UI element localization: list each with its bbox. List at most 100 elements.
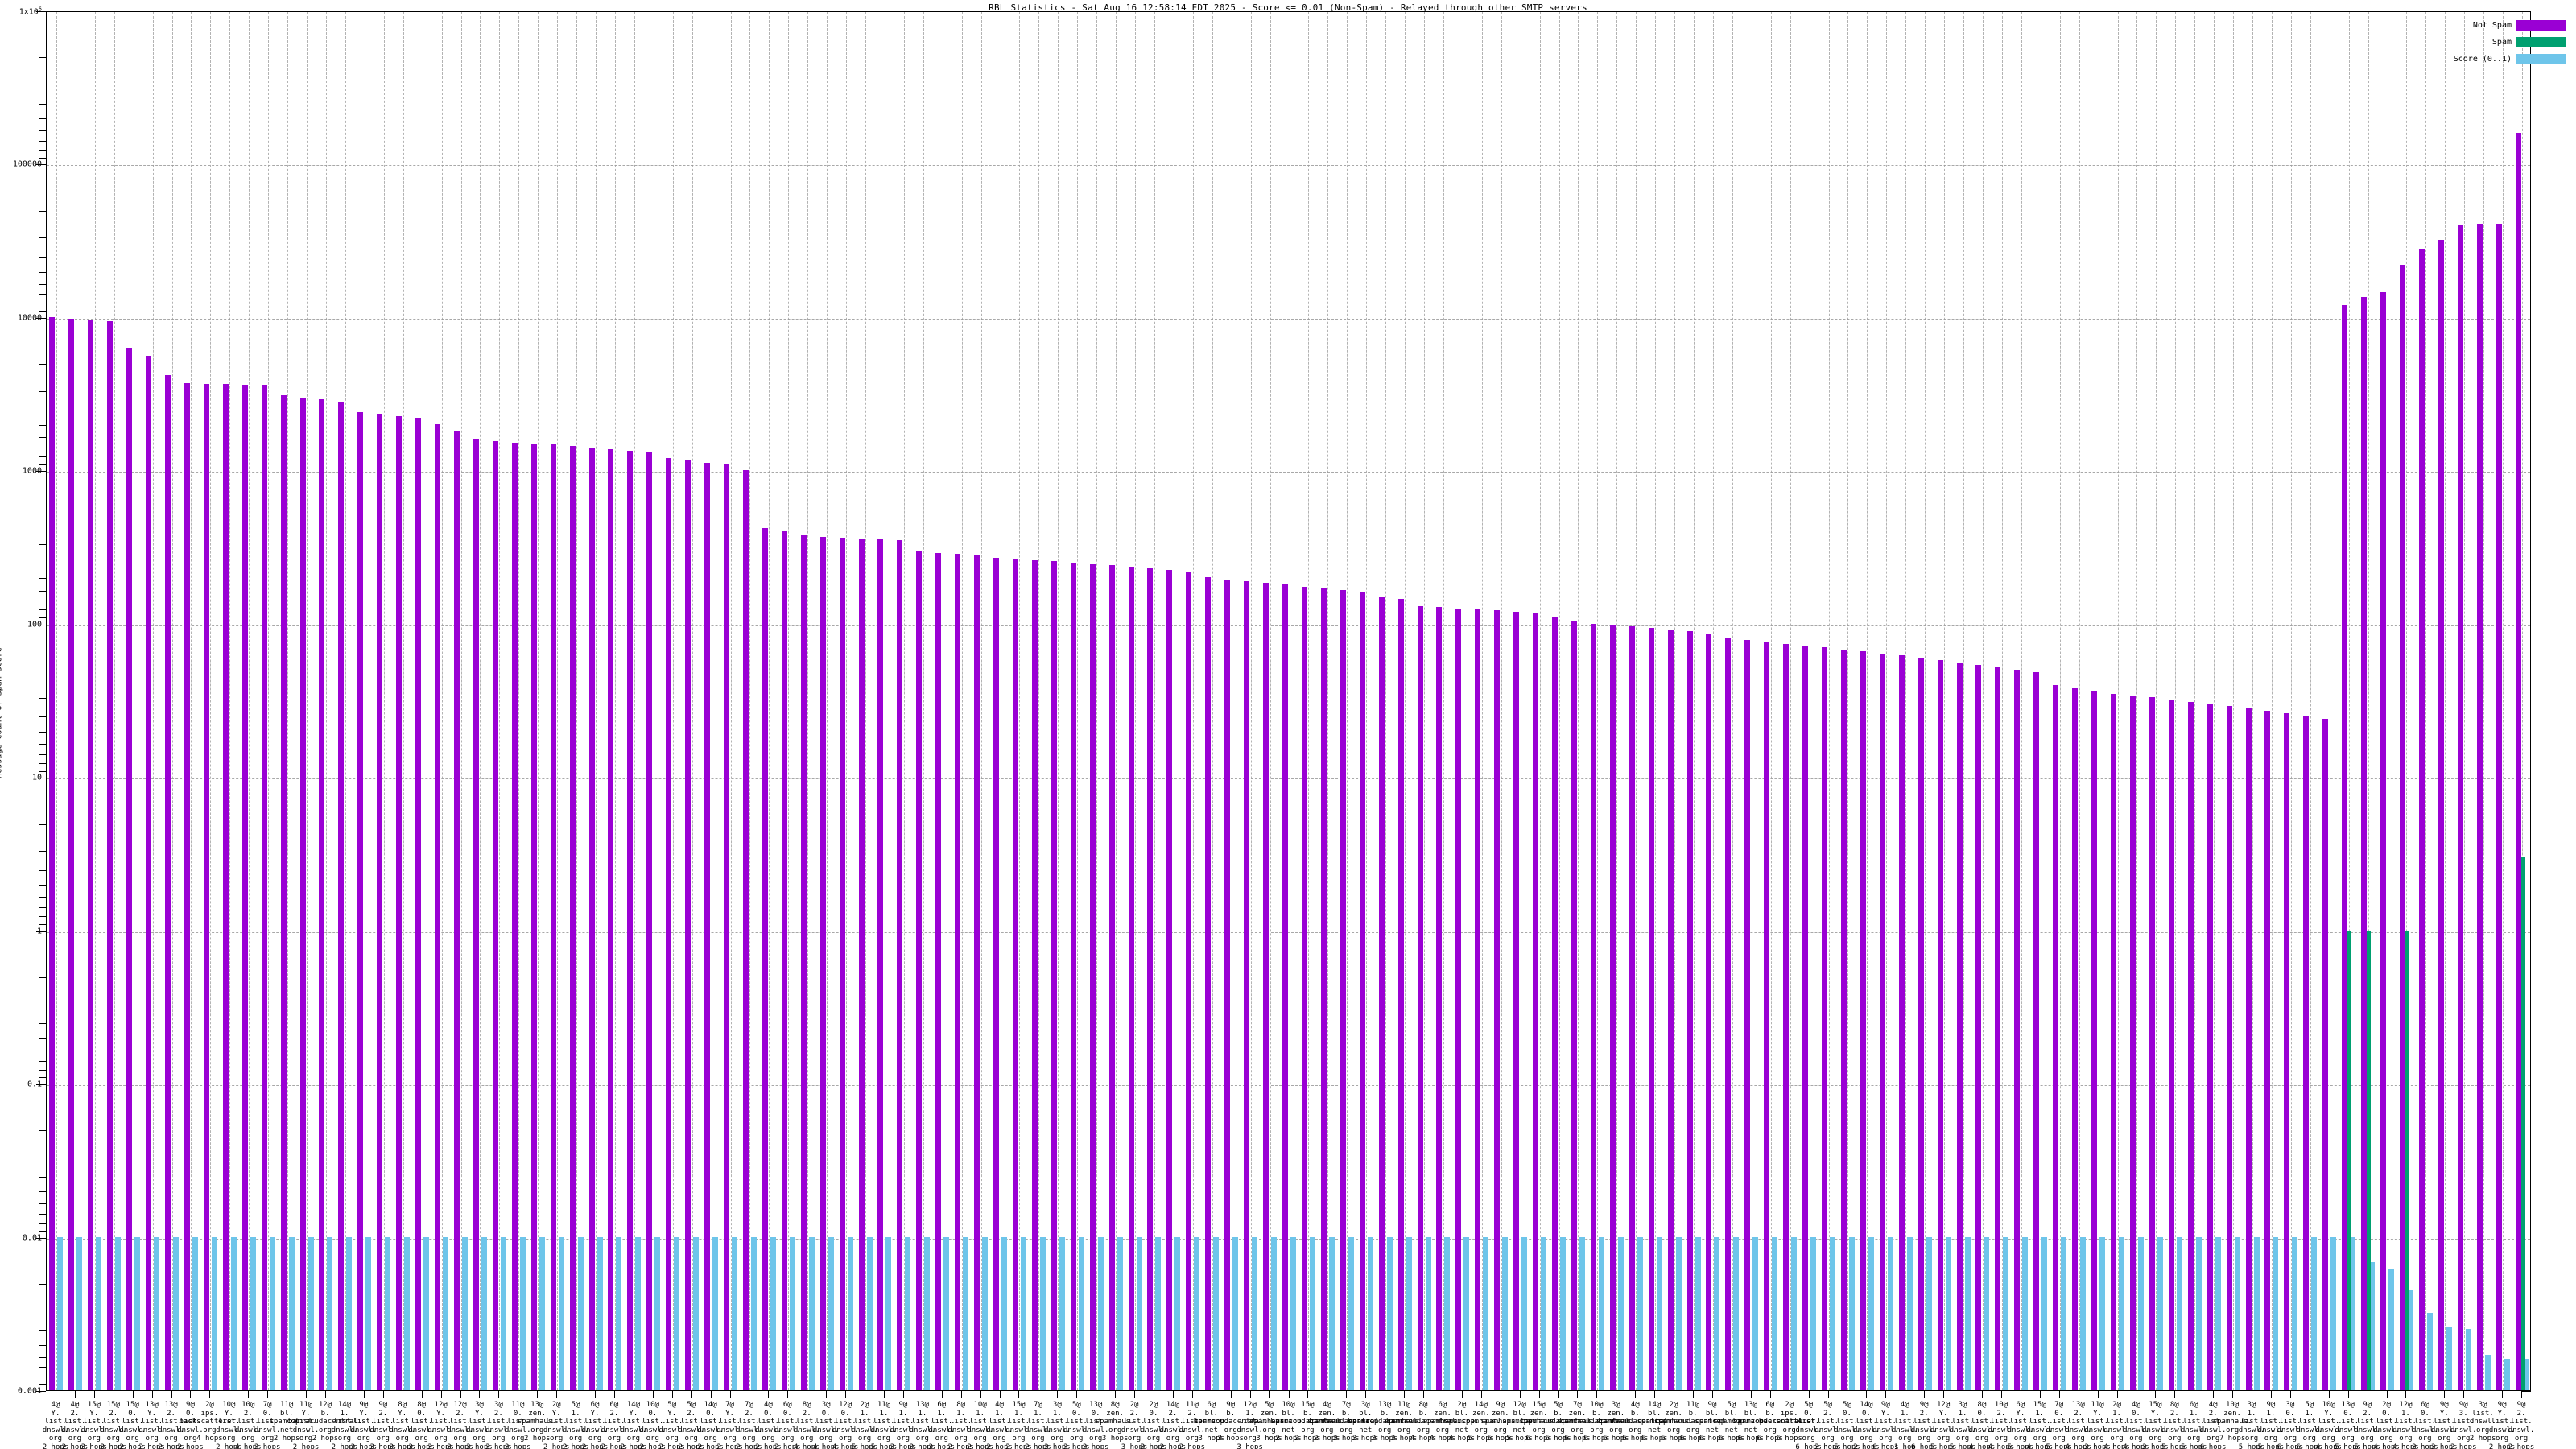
bar-score <box>423 1236 430 1390</box>
vertical-gridline <box>980 12 982 1390</box>
x-axis-tick-label: 11@ 0. list. dnswl. org 3 hops <box>505 1401 531 1449</box>
x-axis-tick <box>1808 1391 1810 1398</box>
vertical-gridline <box>923 12 924 1390</box>
bar-score <box>1078 1236 1084 1390</box>
x-axis-tick-label: 3@ 1. list. dnswl. org 3 hops <box>1044 1401 1071 1449</box>
vertical-gridline <box>1501 12 1502 1390</box>
y-axis-minor-tick <box>39 697 46 699</box>
y-axis-tick-label: 10000 <box>17 313 42 323</box>
legend-label-score: Score (0..1) <box>2453 55 2512 64</box>
x-axis-tick-label: 13@ 0. list. dnswl. org 5 hops <box>2334 1401 2361 1449</box>
x-axis-tick-label: 7@ 1. list. dnswl. org 2 hops <box>1025 1401 1051 1449</box>
vertical-gridline <box>1694 12 1695 1390</box>
vertical-gridline <box>827 12 828 1390</box>
bar-score <box>2311 1236 2318 1390</box>
y-axis-minor-tick <box>39 1069 46 1071</box>
vertical-gridline <box>94 12 96 1390</box>
vertical-gridline <box>1347 12 1348 1390</box>
bar-not-spam <box>1552 617 1558 1390</box>
x-axis-tick-label: 9@ 2. list. dnswl. org 6 hops <box>1910 1401 1938 1449</box>
bar-not-spam <box>993 557 1000 1390</box>
x-axis-tick-label: 13@ 1. list. dnswl. org 3 hops <box>909 1401 936 1449</box>
x-axis-tick <box>1885 1391 1887 1398</box>
bar-score <box>2388 1269 2395 1390</box>
x-axis-tick-label: 8@ 0. list. dnswl. org 4 hops <box>1968 1401 1996 1449</box>
bar-not-spam <box>1918 658 1924 1390</box>
y-axis-tick-label: 100000 <box>12 159 42 169</box>
x-axis-tick <box>1981 1391 1983 1398</box>
x-axis-tick <box>2444 1391 2446 1398</box>
x-axis-tick-label: 11@ Y. list. dnswl. org 2 hops <box>292 1401 320 1449</box>
bar-not-spam <box>742 470 749 1390</box>
bar-not-spam <box>1937 659 1943 1390</box>
bar-score <box>500 1236 506 1390</box>
bar-score <box>1752 1236 1759 1390</box>
y-axis-minor-tick <box>39 617 46 619</box>
horizontal-gridline <box>47 318 2530 320</box>
bar-score <box>2061 1236 2067 1390</box>
bar-score <box>154 1236 160 1390</box>
bar-not-spam <box>916 550 923 1390</box>
x-axis-tick <box>171 1391 172 1398</box>
bar-score <box>365 1236 372 1390</box>
bar-not-spam <box>1320 588 1327 1390</box>
y-axis-minor-tick <box>39 271 46 273</box>
x-axis-tick <box>1115 1391 1117 1398</box>
bar-not-spam <box>1764 642 1770 1390</box>
bar-not-spam <box>1494 610 1501 1390</box>
bar-score <box>2137 1236 2144 1390</box>
bar-score <box>577 1236 584 1390</box>
chart-legend: Not Spam Spam Score (0..1) <box>2454 18 2566 68</box>
x-axis-tick-label: 6@ Y. list. dnswl. org 5 hops <box>2007 1401 2034 1449</box>
vertical-gridline <box>2194 12 2196 1390</box>
x-axis-tick <box>2289 1391 2291 1398</box>
bar-score <box>1386 1236 1393 1390</box>
x-axis-tick-label: 2@ ips. backscatterer. org 4 hops <box>179 1401 241 1443</box>
y-axis-minor-tick <box>39 907 46 909</box>
bar-score <box>519 1236 526 1390</box>
x-axis-tick <box>941 1391 943 1398</box>
bar-not-spam <box>1686 630 1693 1390</box>
x-axis-tick-label: 5@ 1. list. dnswl. org 2 hops <box>562 1401 589 1449</box>
bar-not-spam <box>2380 292 2387 1390</box>
bar-not-spam <box>242 384 248 1390</box>
bar-not-spam <box>2245 708 2252 1390</box>
x-axis-tick-label: 8@ Y. list. dnswl. org 3 hops <box>389 1401 415 1449</box>
bar-score <box>2273 1236 2279 1390</box>
x-axis-tick-label: 11@ 1. list. dnswl. org 5 hops <box>870 1401 898 1449</box>
bar-not-spam <box>1995 667 2001 1390</box>
y-axis-minor-tick <box>39 851 46 852</box>
x-axis-tick <box>324 1391 326 1398</box>
bar-score <box>1502 1236 1509 1390</box>
y-axis-minor-tick <box>39 1223 46 1224</box>
x-axis-tick-label: 6@ 0. list. dnswl. org 2 hops <box>774 1401 801 1449</box>
x-axis-tick <box>2386 1391 2388 1398</box>
bar-not-spam <box>2226 706 2232 1390</box>
x-axis-tick-label: 6@ bl. spamcop. net 3 hops <box>1194 1401 1229 1443</box>
bar-not-spam <box>2168 700 2174 1390</box>
bar-not-spam <box>357 411 364 1390</box>
vertical-gridline <box>2156 12 2157 1390</box>
x-axis-tick-label: 10@ 2. list. dnswl. org 4 hops <box>1988 1401 2015 1449</box>
bar-not-spam <box>1648 627 1654 1390</box>
x-axis-tick-label: 8@ 0. list. dnswl. org 3 hops <box>408 1401 435 1449</box>
bar-not-spam <box>1263 582 1269 1390</box>
y-axis-minor-tick <box>39 456 46 457</box>
vertical-gridline <box>1327 12 1329 1390</box>
x-axis-tick <box>1538 1391 1540 1398</box>
x-axis-tick-label: 10@ 2. list. dnswl. org 4 hops <box>235 1401 262 1449</box>
bar-not-spam <box>1609 625 1616 1390</box>
x-axis-tick-label: 11@ 2. list. dnswl. org 2 hops <box>1179 1401 1206 1449</box>
bar-not-spam <box>184 383 190 1390</box>
x-axis-tick-label: 9@ Y. list. dnswl. org 3 hops <box>2431 1401 2458 1449</box>
y-axis-minor-tick <box>39 743 46 745</box>
y-axis-minor-tick <box>39 390 46 392</box>
x-axis-tick <box>2155 1391 2157 1398</box>
bar-score <box>558 1236 564 1390</box>
vertical-gridline <box>1944 12 1946 1390</box>
y-axis-minor-tick <box>39 425 46 426</box>
bar-score <box>134 1236 141 1390</box>
bar-score <box>2446 1326 2452 1390</box>
bar-not-spam <box>1128 567 1134 1390</box>
bar-not-spam <box>511 442 518 1390</box>
